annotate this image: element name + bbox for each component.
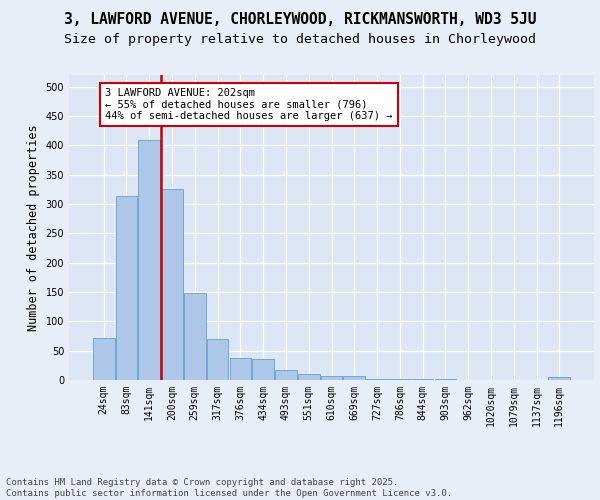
Bar [366, 379, 388, 380]
Bar [207, 339, 229, 380]
Bar [139, 140, 160, 380]
Bar [230, 358, 251, 380]
Bar [275, 370, 297, 380]
Text: Contains HM Land Registry data © Crown copyright and database right 2025.
Contai: Contains HM Land Registry data © Crown c… [6, 478, 452, 498]
Text: 3 LAWFORD AVENUE: 202sqm
← 55% of detached houses are smaller (796)
44% of semi-: 3 LAWFORD AVENUE: 202sqm ← 55% of detach… [105, 88, 392, 121]
Bar [93, 338, 115, 380]
Bar [320, 376, 343, 380]
Y-axis label: Number of detached properties: Number of detached properties [27, 124, 40, 331]
Text: 3, LAWFORD AVENUE, CHORLEYWOOD, RICKMANSWORTH, WD3 5JU: 3, LAWFORD AVENUE, CHORLEYWOOD, RICKMANS… [64, 12, 536, 28]
Bar [298, 374, 320, 380]
Bar [184, 292, 206, 380]
Bar [116, 196, 137, 380]
Bar [548, 377, 570, 380]
Bar [343, 376, 365, 380]
Bar [161, 190, 183, 380]
Bar [253, 359, 274, 380]
Text: Size of property relative to detached houses in Chorleywood: Size of property relative to detached ho… [64, 32, 536, 46]
